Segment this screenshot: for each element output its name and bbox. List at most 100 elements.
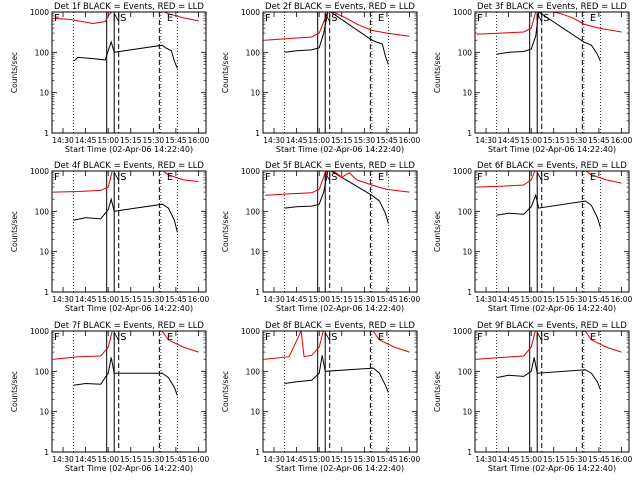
event-label: F: [477, 172, 483, 183]
y-tick-label: 1: [255, 288, 260, 297]
x-tick-label: 14:30: [263, 455, 285, 464]
event-label: F: [477, 332, 483, 343]
x-tick-label: 16:00: [611, 136, 633, 145]
y-tick-label: 10: [39, 408, 49, 417]
y-tick-label: 1: [467, 129, 472, 138]
y-tick-label: 1000: [241, 327, 260, 336]
x-tick-label: 14:45: [286, 455, 308, 464]
x-axis-label: Start Time (02-Apr-06 14:22:40): [65, 464, 193, 473]
x-tick-label: 14:30: [52, 455, 74, 464]
y-tick-label: 1: [44, 288, 49, 297]
x-tick-label: 14:30: [475, 295, 497, 304]
y-tick-label: 100: [246, 48, 261, 57]
chart-panel-7: Det 7f BLACK = Events, RED = LLD Counts/s…: [10, 321, 210, 473]
event-label: E: [167, 172, 173, 183]
event-label: NS: [536, 13, 550, 24]
x-axis-label: Start Time (02-Apr-06 14:22:40): [65, 145, 193, 154]
x-tick-label: 15:45: [588, 136, 610, 145]
x-tick-label: 15:00: [520, 295, 542, 304]
x-tick-label: 15:30: [566, 136, 588, 145]
panel-title: Det 9f BLACK = Events, RED = LLD: [477, 321, 627, 331]
x-tick-label: 15:15: [543, 295, 565, 304]
x-tick-label: 15:30: [354, 295, 376, 304]
y-tick-label: 1: [255, 448, 260, 457]
chart-panel-4: Det 4f BLACK = Events, RED = LLD Counts/s…: [10, 161, 210, 313]
x-tick-label: 15:45: [165, 295, 187, 304]
x-tick-label: 14:45: [75, 455, 97, 464]
event-label: F: [265, 172, 271, 183]
x-tick-label: 14:30: [52, 295, 74, 304]
event-label: NS: [324, 172, 338, 183]
x-tick-label: 14:45: [286, 136, 308, 145]
series-events: [496, 12, 601, 62]
event-label: NS: [324, 332, 338, 343]
x-tick-label: 14:30: [263, 295, 285, 304]
event-label: E: [167, 13, 173, 24]
series-lld: [476, 171, 622, 188]
event-label: F: [54, 332, 60, 343]
x-tick-label: 15:15: [120, 455, 142, 464]
event-label: E: [378, 332, 384, 343]
event-label: E: [590, 13, 596, 24]
x-axis-label: Start Time (02-Apr-06 14:22:40): [276, 145, 404, 154]
event-label: E: [590, 172, 596, 183]
event-label: F: [265, 332, 271, 343]
x-tick-label: 14:45: [75, 136, 97, 145]
x-tick-label: 14:30: [475, 455, 497, 464]
event-label: F: [477, 13, 483, 24]
x-tick-label: 16:00: [188, 136, 210, 145]
x-tick-label: 15:30: [354, 136, 376, 145]
x-tick-label: 15:00: [520, 455, 542, 464]
x-tick-label: 15:30: [354, 455, 376, 464]
plot-frame: [262, 330, 418, 453]
x-tick-label: 15:45: [165, 136, 187, 145]
x-tick-label: 14:45: [498, 455, 520, 464]
y-axis-label: Counts/sec: [10, 52, 19, 93]
event-label: E: [590, 332, 596, 343]
event-label: E: [378, 13, 384, 24]
y-tick-label: 10: [462, 89, 472, 98]
event-label: NS: [536, 172, 550, 183]
x-tick-label: 14:30: [475, 136, 497, 145]
chart-panel-9: Det 9f BLACK = Events, RED = LLD Counts/s…: [433, 321, 633, 473]
x-tick-label: 16:00: [611, 295, 633, 304]
plot-frame: [474, 170, 630, 293]
panel-title: Det 3f BLACK = Events, RED = LLD: [477, 2, 627, 12]
y-tick-label: 1: [255, 129, 260, 138]
plot-frame: [474, 330, 630, 453]
series-events: [73, 357, 178, 396]
chart-panel-5: Det 5f BLACK = Events, RED = LLD Counts/s…: [221, 161, 421, 313]
x-tick-label: 15:00: [308, 455, 330, 464]
x-axis-label: Start Time (02-Apr-06 14:22:40): [65, 304, 193, 313]
panel-title: Det 5f BLACK = Events, RED = LLD: [265, 161, 415, 171]
x-tick-label: 14:45: [498, 295, 520, 304]
chart-panel-8: Det 8f BLACK = Events, RED = LLD Counts/s…: [221, 321, 421, 473]
y-tick-label: 1: [467, 448, 472, 457]
x-axis-label: Start Time (02-Apr-06 14:22:40): [276, 304, 404, 313]
y-tick-label: 1: [44, 448, 49, 457]
event-label: NS: [113, 332, 127, 343]
chart-panel-3: Det 3f BLACK = Events, RED = LLD Counts/s…: [433, 2, 633, 154]
event-label: F: [54, 172, 60, 183]
y-tick-label: 1000: [30, 8, 49, 17]
y-tick-label: 1000: [241, 167, 260, 176]
chart-panel-2: Det 2f BLACK = Events, RED = LLD Counts/s…: [221, 2, 421, 154]
y-tick-label: 10: [250, 89, 260, 98]
x-tick-label: 16:00: [188, 455, 210, 464]
y-axis-label: Counts/sec: [221, 52, 230, 93]
panel-title: Det 8f BLACK = Events, RED = LLD: [265, 321, 415, 331]
y-tick-label: 100: [458, 367, 473, 376]
x-tick-label: 15:15: [331, 136, 353, 145]
x-tick-label: 15:00: [97, 455, 119, 464]
series-events: [284, 355, 389, 393]
x-tick-label: 15:00: [520, 136, 542, 145]
y-tick-label: 1000: [453, 167, 472, 176]
x-tick-label: 15:15: [331, 455, 353, 464]
x-tick-label: 16:00: [188, 295, 210, 304]
y-axis-label: Counts/sec: [433, 371, 442, 412]
x-tick-label: 15:00: [97, 295, 119, 304]
plot-frame: [262, 11, 418, 134]
series-events: [73, 40, 178, 69]
event-label: NS: [113, 13, 127, 24]
